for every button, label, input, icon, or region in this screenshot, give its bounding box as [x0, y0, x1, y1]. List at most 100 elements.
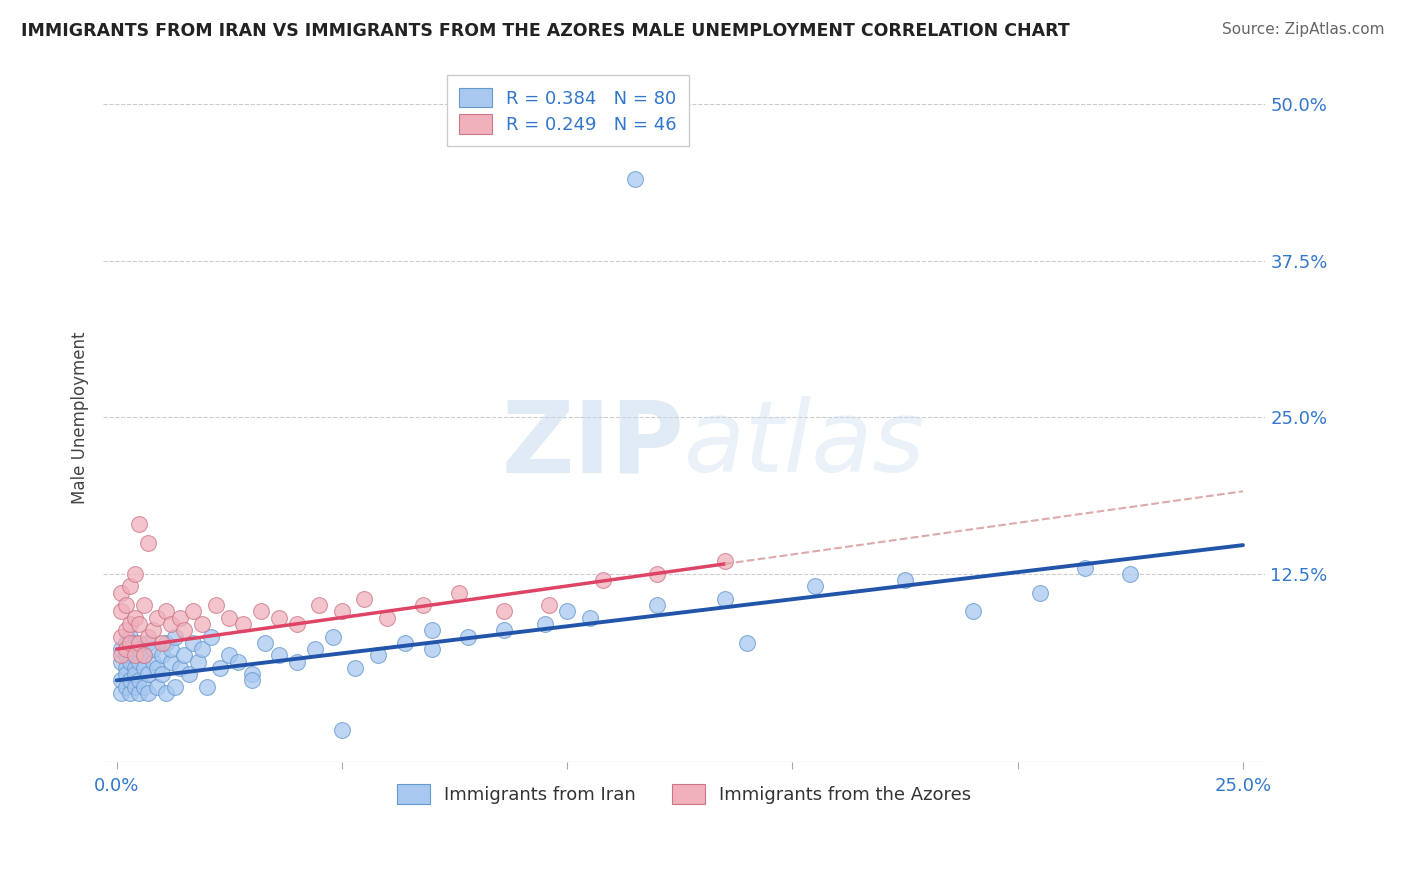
Point [538, 599, 561, 613]
Point [114, 667, 136, 681]
Point [110, 585, 132, 599]
Point [110, 655, 132, 669]
Point [420, 642, 443, 657]
Point [165, 680, 187, 694]
Point [142, 642, 165, 657]
Point [232, 617, 254, 632]
Point [592, 573, 614, 587]
Point [267, 611, 290, 625]
Point [285, 617, 308, 632]
Point [120, 686, 142, 700]
Point [250, 605, 273, 619]
Point [128, 617, 150, 632]
Point [114, 648, 136, 663]
Point [533, 617, 555, 632]
Point [110, 673, 132, 688]
Point [150, 648, 173, 663]
Point [218, 611, 240, 625]
Legend: Immigrants from Iran, Immigrants from the Azores: Immigrants from Iran, Immigrants from th… [387, 773, 981, 814]
Point [120, 642, 142, 657]
Point [330, 723, 353, 738]
Point [146, 661, 169, 675]
Point [240, 673, 263, 688]
Point [120, 636, 142, 650]
Point [142, 655, 165, 669]
Point [804, 579, 827, 593]
Point [191, 617, 214, 632]
Point [173, 648, 195, 663]
Point [204, 599, 226, 613]
Point [110, 630, 132, 644]
Point [110, 642, 132, 657]
Point [181, 636, 204, 650]
Point [120, 617, 142, 632]
Point [132, 661, 155, 675]
Point [322, 630, 344, 644]
Point [132, 648, 155, 663]
Point [894, 573, 917, 587]
Point [169, 611, 191, 625]
Point [714, 554, 737, 568]
Point [200, 630, 222, 644]
Point [240, 667, 263, 681]
Point [344, 661, 367, 675]
Point [150, 667, 173, 681]
Point [420, 624, 443, 638]
Point [367, 648, 389, 663]
Point [254, 636, 277, 650]
Point [375, 611, 398, 625]
Point [128, 642, 150, 657]
Point [128, 655, 150, 669]
Point [114, 624, 136, 638]
Point [187, 655, 209, 669]
Point [645, 566, 668, 581]
Point [714, 591, 737, 606]
Point [136, 535, 159, 549]
Point [120, 579, 142, 593]
Point [128, 516, 150, 531]
Point [146, 611, 169, 625]
Point [124, 667, 146, 681]
Point [159, 642, 181, 657]
Point [447, 585, 470, 599]
Point [124, 648, 146, 663]
Point [159, 617, 181, 632]
Point [578, 611, 600, 625]
Point [155, 605, 177, 619]
Point [494, 605, 516, 619]
Point [128, 636, 150, 650]
Point [110, 605, 132, 619]
Point [159, 655, 181, 669]
Point [226, 655, 249, 669]
Point [1119, 566, 1142, 581]
Point [218, 648, 240, 663]
Point [353, 591, 375, 606]
Point [124, 661, 146, 675]
Point [737, 636, 759, 650]
Point [457, 630, 479, 644]
Text: atlas: atlas [685, 396, 927, 493]
Point [285, 655, 308, 669]
Text: IMMIGRANTS FROM IRAN VS IMMIGRANTS FROM THE AZORES MALE UNEMPLOYMENT CORRELATION: IMMIGRANTS FROM IRAN VS IMMIGRANTS FROM … [21, 22, 1070, 40]
Point [330, 605, 353, 619]
Point [177, 667, 200, 681]
Point [146, 680, 169, 694]
Point [1074, 560, 1097, 574]
Point [124, 636, 146, 650]
Point [155, 686, 177, 700]
Text: Source: ZipAtlas.com: Source: ZipAtlas.com [1222, 22, 1385, 37]
Point [114, 636, 136, 650]
Point [110, 686, 132, 700]
Point [120, 673, 142, 688]
Point [142, 624, 165, 638]
Point [645, 599, 668, 613]
Point [114, 599, 136, 613]
Point [195, 680, 218, 694]
Point [136, 636, 159, 650]
Point [308, 599, 330, 613]
Point [169, 661, 191, 675]
Point [114, 642, 136, 657]
Point [120, 655, 142, 669]
Point [962, 605, 984, 619]
Point [1029, 585, 1052, 599]
